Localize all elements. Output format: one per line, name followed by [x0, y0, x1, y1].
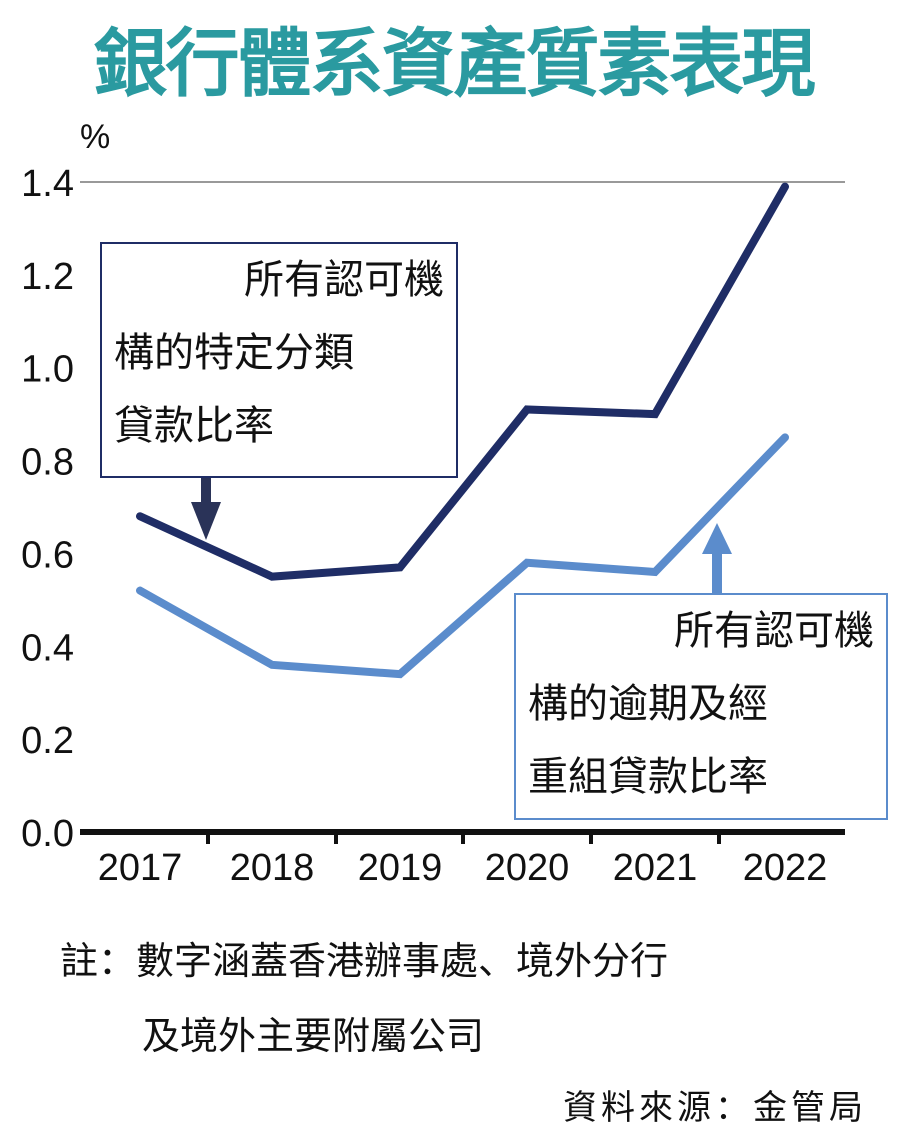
- x-tick-label: 2020: [485, 847, 570, 889]
- y-tick-label: 1.4: [21, 163, 74, 205]
- y-tick-label: 0.8: [21, 442, 74, 484]
- x-tick-label: 2019: [358, 847, 443, 889]
- footnote-line2: 及境外主要附屬公司: [142, 1014, 485, 1058]
- label-line: 貸款比率: [114, 403, 274, 449]
- arrow-shaft-npl: [201, 476, 211, 506]
- label-line: 所有認可機: [244, 257, 444, 303]
- chart-title: 銀行體系資產質素表現: [93, 21, 816, 107]
- footnote-text: 數字涵蓋香港辦事處、境外分行: [136, 939, 669, 983]
- label-line: 構的特定分類: [114, 330, 354, 376]
- y-tick-label: 0.4: [21, 627, 74, 669]
- series-line-1: [136, 433, 789, 679]
- y-axis-unit: %: [80, 118, 110, 156]
- y-tick-label: 0.6: [21, 534, 74, 576]
- y-tick-label: 1.2: [21, 256, 74, 298]
- x-tick-label: 2021: [613, 847, 698, 889]
- x-tick-label: 2017: [98, 847, 183, 889]
- y-tick-label: 1.0: [21, 349, 74, 391]
- arrow-shaft-overdue: [712, 550, 722, 594]
- series-label-npl: 所有認可機 構的特定分類 貸款比率: [100, 242, 458, 478]
- series-line-0: [136, 182, 789, 581]
- x-tick-label: 2022: [743, 847, 828, 889]
- footnote-line1: 註：數字涵蓋香港辦事處、境外分行: [60, 930, 668, 985]
- arrow-head-npl-icon: [191, 502, 221, 540]
- y-tick-label: 0.0: [21, 813, 74, 855]
- source-credit: 資料來源：金管局: [563, 1088, 867, 1128]
- y-tick-label: 0.2: [21, 720, 74, 762]
- series-label-overdue: 所有認可機 構的逾期及經 重組貸款比率: [514, 593, 888, 820]
- label-line: 重組貸款比率: [528, 754, 768, 800]
- footnote-prefix: 註：: [60, 939, 137, 983]
- label-line: 所有認可機: [674, 608, 874, 654]
- x-tick-label: 2018: [230, 847, 315, 889]
- label-line: 構的逾期及經: [528, 681, 768, 727]
- arrow-head-overdue-icon: [702, 523, 732, 554]
